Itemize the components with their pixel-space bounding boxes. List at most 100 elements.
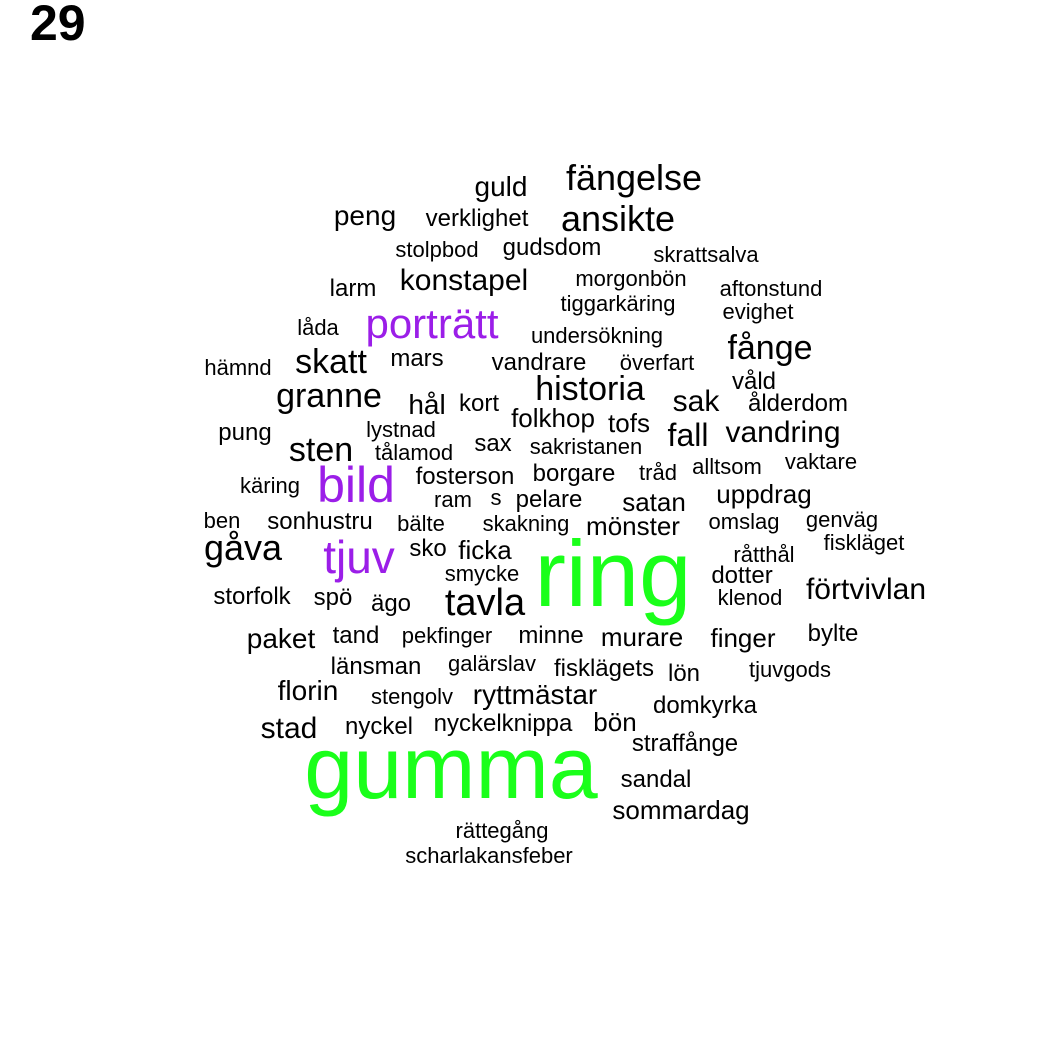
cloud-word-sak: sak <box>672 385 720 418</box>
cloud-word-spo: spö <box>313 584 353 611</box>
cloud-word-bon: bön <box>593 707 637 737</box>
cloud-word-peng: peng <box>333 200 397 231</box>
cloud-word-stolpbod: stolpbod <box>395 237 479 262</box>
cloud-word-undersokning: undersökning <box>530 323 664 348</box>
cloud-word-portratt: porträtt <box>365 300 499 347</box>
page-number: 29 <box>30 0 86 51</box>
cloud-word-overfart: överfart <box>619 350 695 375</box>
cloud-word-kort: kort <box>458 390 500 417</box>
cloud-word-ficka: ficka <box>458 535 512 565</box>
cloud-word-pelare: pelare <box>515 486 583 513</box>
cloud-word-sten: sten <box>288 431 354 469</box>
cloud-word-trad: tråd <box>639 460 677 485</box>
cloud-word-dotter: dotter <box>711 562 773 589</box>
cloud-word-fisklagets: fisklägets <box>553 655 655 682</box>
cloud-word-verklighet: verklighet <box>425 205 529 232</box>
cloud-word-vandrare: vandrare <box>491 349 587 376</box>
cloud-word-lada: låda <box>297 315 339 340</box>
cloud-word-alderdom: ålderdom <box>747 390 849 417</box>
cloud-word-mars: mars <box>390 345 444 372</box>
cloud-word-ratthal: råtthål <box>733 542 795 567</box>
cloud-word-genvag: genväg <box>805 507 879 532</box>
cloud-word-finger: finger <box>710 623 776 653</box>
cloud-word-ansikte: ansikte <box>560 198 676 239</box>
cloud-word-klenod: klenod <box>717 585 783 610</box>
cloud-word-stengolv: stengolv <box>371 684 453 709</box>
cloud-word-ram: ram <box>434 487 472 512</box>
cloud-word-skatt: skatt <box>295 343 367 381</box>
cloud-word-satan: satan <box>622 487 686 517</box>
cloud-word-tiggarkaring: tiggarkäring <box>560 291 676 316</box>
cloud-word-fange: fånge <box>727 329 813 367</box>
cloud-word-sax: sax <box>474 430 512 457</box>
cloud-word-uppdrag: uppdrag <box>716 479 812 509</box>
cloud-word-tjuvgods: tjuvgods <box>749 657 831 682</box>
cloud-word-s: s <box>490 485 502 510</box>
cloud-word-konstapel: konstapel <box>399 264 529 297</box>
cloud-word-tavla: tavla <box>444 582 526 624</box>
cloud-word-evighet: evighet <box>722 299 794 324</box>
cloud-word-granne: granne <box>276 377 382 415</box>
cloud-word-hal: hål <box>408 389 446 420</box>
cloud-word-fisklaget: fiskläget <box>823 530 905 555</box>
cloud-word-bylte: bylte <box>807 620 859 647</box>
cloud-word-vandring: vandring <box>725 416 841 449</box>
cloud-word-monster: mönster <box>586 511 680 541</box>
cloud-word-tofs: tofs <box>608 408 650 438</box>
cloud-word-domkyrka: domkyrka <box>652 692 758 719</box>
cloud-word-omslag: omslag <box>708 509 780 534</box>
cloud-word-bild: bild <box>317 457 395 513</box>
cloud-word-sakristanen: sakristanen <box>529 434 643 459</box>
cloud-word-skrattsalva: skrattsalva <box>653 242 759 267</box>
cloud-word-alltsom: alltsom <box>692 454 762 479</box>
cloud-word-rattegang: rättegång <box>455 818 549 843</box>
cloud-word-sko: sko <box>409 535 447 562</box>
cloud-word-ben: ben <box>203 508 241 533</box>
cloud-word-historia: historia <box>535 370 645 408</box>
cloud-word-lansman: länsman <box>330 653 422 680</box>
cloud-word-nyckelknippa: nyckelknippa <box>433 710 573 737</box>
cloud-word-vaktare: vaktare <box>784 449 858 474</box>
cloud-word-guld: guld <box>474 171 528 202</box>
cloud-word-karing: käring <box>240 473 300 498</box>
cloud-word-morgonbon: morgonbön <box>575 266 687 291</box>
cloud-word-minne: minne <box>518 622 584 649</box>
cloud-word-folkhop: folkhop <box>511 403 595 433</box>
cloud-word-storfolk: storfolk <box>213 583 291 610</box>
cloud-word-sandal: sandal <box>620 766 692 793</box>
cloud-word-sommardag: sommardag <box>612 795 750 825</box>
cloud-word-florin: florin <box>277 675 339 706</box>
cloud-word-hamnd: hämnd <box>204 355 272 380</box>
cloud-word-gudsdom: gudsdom <box>502 234 602 261</box>
cloud-word-borgare: borgare <box>532 460 616 487</box>
cloud-word-skakning: skakning <box>482 511 570 536</box>
cloud-word-straffange: straffånge <box>631 730 739 757</box>
cloud-word-aftonstund: aftonstund <box>719 276 823 301</box>
cloud-word-ring: ring <box>534 521 692 626</box>
cloud-word-larm: larm <box>329 275 377 302</box>
cloud-word-stad: stad <box>260 712 318 745</box>
cloud-word-scharlakansfeber: scharlakansfeber <box>405 843 573 868</box>
cloud-word-pung: pung <box>218 419 272 446</box>
cloud-word-ago: ägo <box>370 590 412 617</box>
cloud-word-lystnad: lystnad <box>366 417 436 442</box>
cloud-word-talamod: tålamod <box>374 440 454 465</box>
cloud-word-gava: gåva <box>203 527 283 568</box>
cloud-word-murare: murare <box>600 622 684 652</box>
cloud-word-tand: tand <box>332 622 380 649</box>
cloud-word-gumma: gumma <box>304 718 598 817</box>
cloud-word-ryttmastar: ryttmästar <box>472 679 598 710</box>
cloud-word-fosterson: fosterson <box>415 463 515 490</box>
cloud-word-fangelse: fängelse <box>565 157 703 198</box>
cloud-word-balte: bälte <box>397 511 445 536</box>
cloud-word-fortvivlan: förtvivlan <box>805 573 927 606</box>
cloud-word-paket: paket <box>246 623 316 654</box>
cloud-word-lon: lön <box>667 660 701 687</box>
cloud-word-nyckel: nyckel <box>344 713 414 740</box>
cloud-word-sonhustru: sonhustru <box>267 508 373 535</box>
cloud-word-fall: fall <box>667 417 709 453</box>
cloud-word-smycke: smycke <box>444 561 520 586</box>
cloud-word-tjuv: tjuv <box>323 531 395 583</box>
cloud-word-galarslav: galärslav <box>447 651 537 676</box>
